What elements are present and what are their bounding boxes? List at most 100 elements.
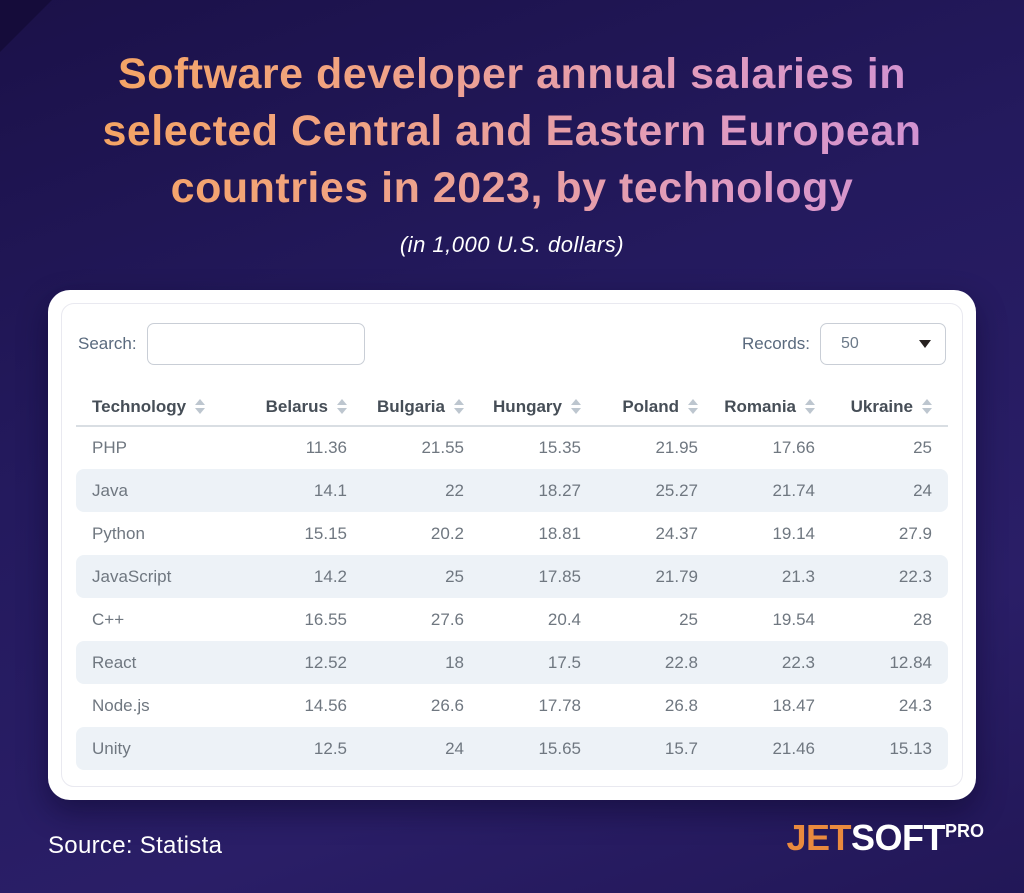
value-cell: 18.27	[480, 469, 597, 512]
value-cell: 15.65	[480, 727, 597, 770]
value-cell: 20.2	[430, 523, 464, 543]
technology-cell: Unity	[76, 727, 246, 770]
sort-icon	[337, 399, 347, 414]
table-row: PHP 11.36 21.55 15.35 21.95 17.66 25	[76, 426, 948, 469]
sort-icon	[688, 399, 698, 414]
page-subtitle: (in 1,000 U.S. dollars)	[399, 232, 625, 257]
value-cell: 26.6	[430, 695, 464, 715]
value-cell: 22	[363, 469, 480, 512]
value-cell: 21.55	[421, 438, 464, 457]
value-cell: 14.2	[246, 555, 363, 598]
value-cell: 24	[363, 727, 480, 770]
title-block: Software developer annual salaries in se…	[0, 46, 1024, 258]
search-input[interactable]	[146, 323, 365, 365]
column-label: Hungary	[493, 396, 562, 416]
column-label: Poland	[622, 396, 679, 416]
technology-cell: JavaScript	[76, 555, 246, 598]
sort-icon	[922, 399, 932, 414]
header-row: Technology Belarus Bulgaria Hungary Poland Ro…	[76, 388, 948, 427]
value-cell: 21.3	[714, 555, 831, 598]
logo-jet: JET	[786, 817, 851, 858]
column-header-belarus[interactable]: Belarus	[246, 388, 363, 427]
value-cell: 28	[913, 609, 932, 629]
column-header-ukraine[interactable]: Ukraine	[831, 388, 948, 427]
records-select[interactable]: 50	[820, 323, 946, 365]
technology-cell: C++	[92, 609, 125, 629]
value-cell: 25	[913, 438, 932, 457]
table-panel: Search: Records: 50 Technology Belarus Bul…	[61, 303, 963, 787]
table-row: Java 14.1 22 18.27 25.27 21.74 24	[76, 469, 948, 512]
table-row: C++ 16.55 27.6 20.4 25 19.54 28	[76, 598, 948, 641]
value-cell: 21.95	[655, 438, 698, 457]
value-cell: 24.3	[898, 695, 932, 715]
value-cell: 25	[679, 609, 698, 629]
value-cell: 25	[363, 555, 480, 598]
technology-cell: React	[76, 641, 246, 684]
value-cell: 25.27	[597, 469, 714, 512]
value-cell: 19.54	[772, 609, 815, 629]
sort-icon	[571, 399, 581, 414]
value-cell: 24.37	[655, 523, 698, 543]
value-cell: 21.79	[597, 555, 714, 598]
dropdown-caret-icon	[919, 340, 931, 348]
logo-soft: SOFT	[850, 817, 946, 858]
column-label: Technology	[92, 396, 187, 416]
column-header-hungary[interactable]: Hungary	[480, 388, 597, 427]
value-cell: 12.84	[831, 641, 948, 684]
column-header-technology[interactable]: Technology	[76, 388, 246, 427]
column-header-poland[interactable]: Poland	[597, 388, 714, 427]
value-cell: 22.3	[831, 555, 948, 598]
sort-icon	[454, 399, 464, 414]
column-label: Romania	[724, 396, 796, 416]
table-controls: Search: Records: 50	[78, 322, 946, 366]
value-cell: 17.66	[772, 438, 815, 457]
value-cell: 16.55	[304, 609, 347, 629]
table-row: Python 15.15 20.2 18.81 24.37 19.14 27.9	[76, 512, 948, 555]
value-cell: 12.5	[246, 727, 363, 770]
data-card: Search: Records: 50 Technology Belarus Bul…	[48, 290, 976, 800]
value-cell: 26.8	[664, 695, 698, 715]
column-label: Bulgaria	[376, 396, 445, 416]
value-cell: 21.74	[714, 469, 831, 512]
value-cell: 24	[831, 469, 948, 512]
value-cell: 27.9	[898, 523, 932, 543]
page-title-line-2: selected Central and Eastern European	[0, 103, 1024, 160]
technology-cell: Node.js	[92, 695, 150, 715]
page-title-line-1: Software developer annual salaries in	[0, 46, 1024, 103]
value-cell: 20.4	[547, 609, 581, 629]
value-cell: 14.1	[246, 469, 363, 512]
technology-cell: Java	[76, 469, 246, 512]
column-header-romania[interactable]: Romania	[714, 388, 831, 427]
table-row: Unity 12.5 24 15.65 15.7 21.46 15.13	[76, 727, 948, 770]
value-cell: 18.81	[538, 523, 581, 543]
value-cell: 18	[363, 641, 480, 684]
technology-cell: PHP	[92, 438, 127, 457]
sort-icon	[805, 399, 815, 414]
value-cell: 19.14	[772, 523, 815, 543]
salary-table: Technology Belarus Bulgaria Hungary Poland Ro…	[76, 388, 948, 770]
table-row: React 12.52 18 17.5 22.8 22.3 12.84	[76, 641, 948, 684]
value-cell: 27.6	[430, 609, 464, 629]
logo-pro: PRO	[944, 821, 984, 841]
corner-accent	[0, 0, 52, 52]
source-text: Source: Statista	[48, 832, 223, 859]
value-cell: 12.52	[246, 641, 363, 684]
value-cell: 17.78	[538, 695, 581, 715]
column-label: Ukraine	[850, 396, 913, 416]
records-label: Records:	[741, 334, 810, 353]
table-row: Node.js 14.56 26.6 17.78 26.8 18.47 24.3	[76, 684, 948, 727]
technology-cell: Python	[92, 523, 145, 543]
records-value: 50	[841, 335, 859, 352]
value-cell: 14.56	[304, 695, 347, 715]
value-cell: 18.47	[772, 695, 815, 715]
value-cell: 15.35	[538, 438, 581, 457]
column-header-bulgaria[interactable]: Bulgaria	[363, 388, 480, 427]
value-cell: 21.46	[714, 727, 831, 770]
column-label: Belarus	[265, 396, 328, 416]
value-cell: 15.15	[304, 523, 347, 543]
page-title-line-3: countries in 2023, by technology	[0, 160, 1024, 217]
value-cell: 11.36	[305, 438, 347, 457]
value-cell: 22.8	[597, 641, 714, 684]
sort-icon	[195, 399, 206, 414]
table-row: JavaScript 14.2 25 17.85 21.79 21.3 22.3	[76, 555, 948, 598]
